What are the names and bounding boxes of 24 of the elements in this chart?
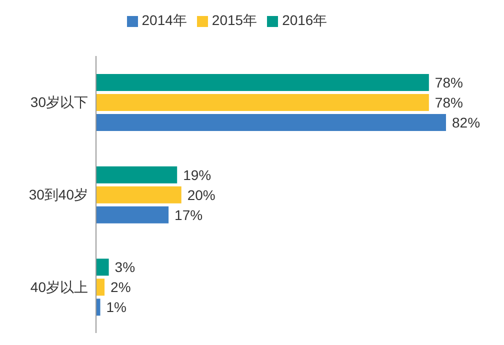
legend-label: 2016年	[282, 12, 328, 28]
data-label: 2%	[110, 279, 131, 296]
data-label: 19%	[183, 166, 212, 183]
bar	[96, 258, 109, 276]
data-label: 3%	[114, 259, 136, 276]
bar	[96, 186, 182, 204]
legend-label: 2015年	[212, 12, 258, 28]
bar	[96, 74, 429, 91]
data-label: 78%	[434, 94, 463, 110]
data-label: 20%	[187, 186, 216, 203]
bar	[96, 278, 105, 296]
bar	[96, 298, 100, 316]
bar	[96, 114, 446, 131]
data-label: 17%	[174, 206, 203, 223]
bar	[96, 166, 178, 184]
y-tick-label: 40岁以上	[30, 278, 88, 295]
data-label: 78%	[434, 74, 463, 90]
bar	[96, 94, 429, 111]
bar	[96, 206, 169, 224]
y-tick-label: 30岁以下	[30, 94, 88, 110]
data-label: 82%	[452, 114, 480, 130]
legend-label: 2014年	[142, 12, 187, 28]
y-tick-label: 30到40岁	[28, 186, 88, 202]
data-label: 1%	[106, 299, 127, 316]
